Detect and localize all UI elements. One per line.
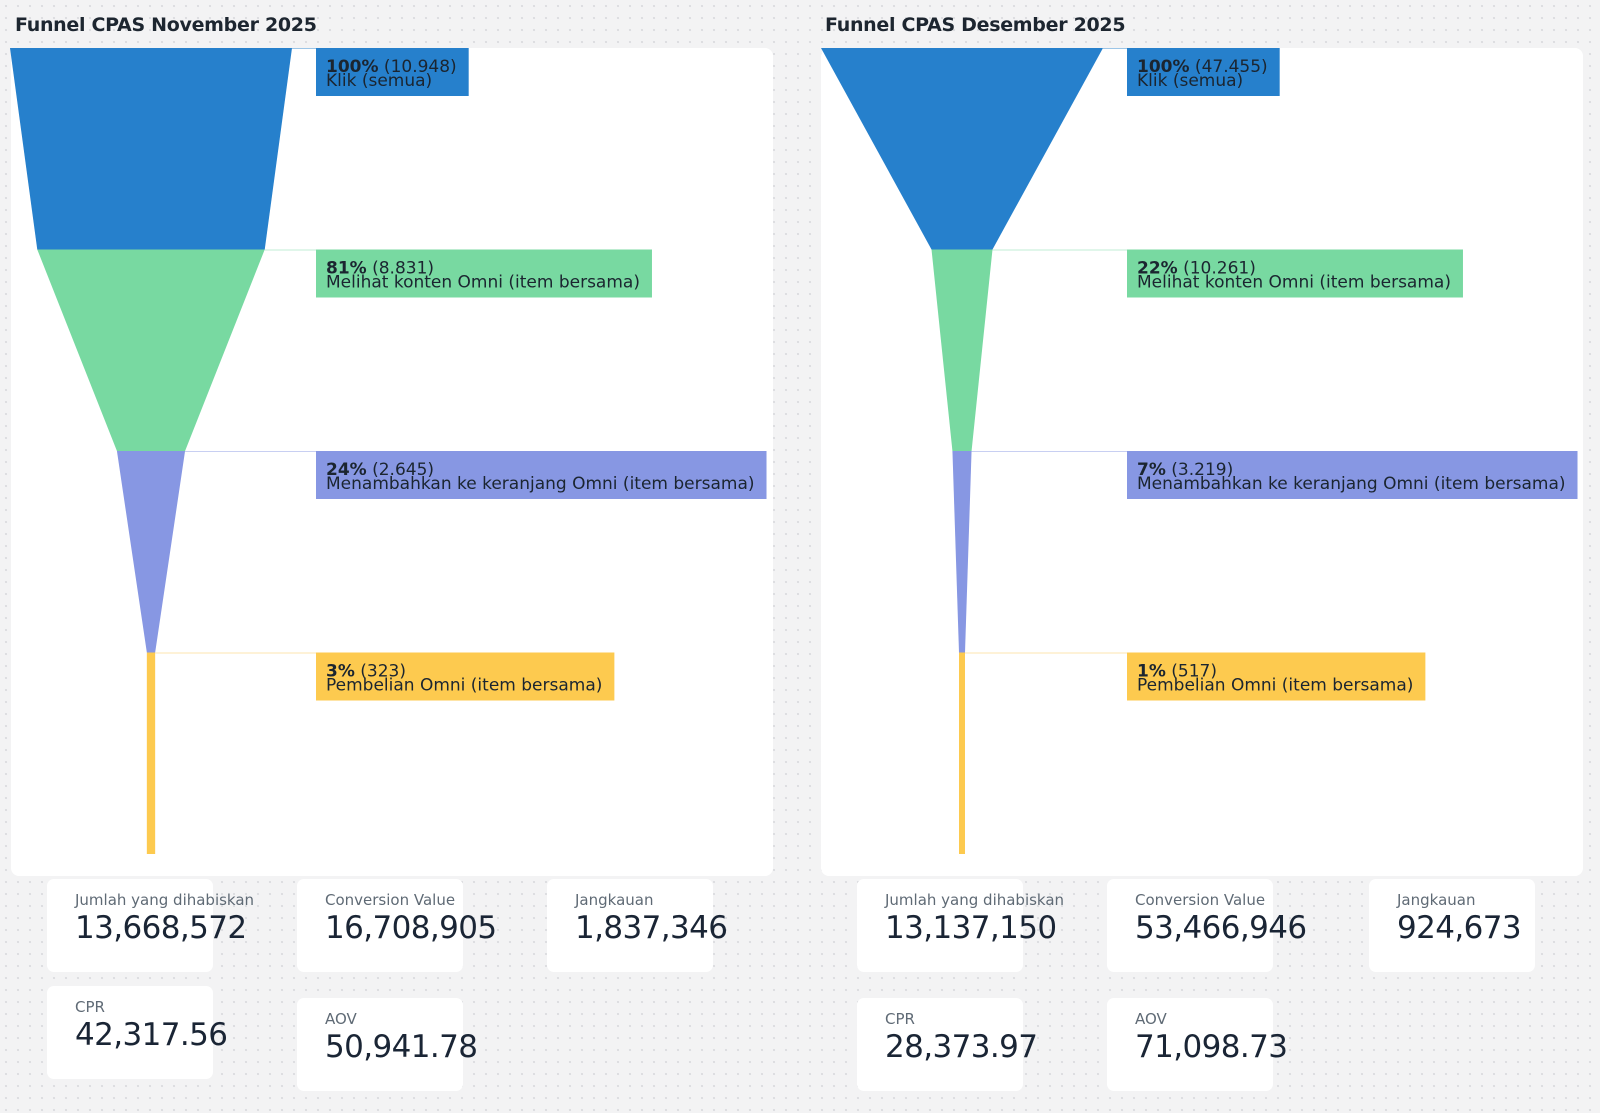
funnel-stage-4[interactable] xyxy=(146,652,156,855)
stat-value: 42,317.56 xyxy=(75,1017,228,1053)
stat-label: Jumlah yang dihabiskan xyxy=(75,891,255,909)
stage-label-2: 81% (8.831) Melihat konten Omni (item ber… xyxy=(326,259,640,293)
stage-label-box xyxy=(1127,451,1578,499)
stat-label: Conversion Value xyxy=(325,891,456,909)
stage-label-box xyxy=(1127,249,1463,298)
stat-value: 13,137,150 xyxy=(885,910,1057,946)
stage-count: (517) xyxy=(1166,662,1217,682)
funnel-stage-1[interactable] xyxy=(10,48,292,250)
stage-percent: 24% xyxy=(326,460,367,480)
funnel-stage-3[interactable] xyxy=(116,451,186,653)
stage-name: Melihat konten Omni (item bersama) xyxy=(326,273,640,293)
stat-label: Jangkauan xyxy=(1397,891,1476,909)
stat-value: 1,837,346 xyxy=(575,910,728,946)
stage-percent: 100% xyxy=(1137,57,1190,77)
stage-percent: 100% xyxy=(326,57,379,77)
stage-name: Pembelian Omni (item bersama) xyxy=(326,676,602,696)
stat-label: AOV xyxy=(1135,1010,1167,1028)
stat-label: CPR xyxy=(885,1010,915,1028)
stat-label: Jumlah yang dihabiskan xyxy=(885,891,1065,909)
stat-value: 13,668,572 xyxy=(75,910,247,946)
stage-label-box xyxy=(316,451,767,499)
stat-card-reach-december: Jangkauan 924,673 xyxy=(1369,879,1535,972)
stage-name: Menambahkan ke keranjang Omni (item bers… xyxy=(1137,474,1566,494)
stat-label: Conversion Value xyxy=(1135,891,1266,909)
stat-card-conversion-value-november: Conversion Value 16,708,905 xyxy=(297,879,497,972)
stage-count: (323) xyxy=(355,662,406,682)
funnel-1: 100% (47.455) Klik (semua) 22% (10.261) Mel… xyxy=(821,48,1578,854)
stage-label-4: 1% (517) Pembelian Omni (item bersama) xyxy=(1137,662,1413,696)
stat-value: 53,466,946 xyxy=(1135,910,1307,946)
stat-value: 924,673 xyxy=(1397,910,1522,946)
stage-label-2: 22% (10.261) Melihat konten Omni (item be… xyxy=(1137,259,1451,293)
stat-value: 71,098.73 xyxy=(1135,1029,1288,1065)
stat-card-reach-november: Jangkauan 1,837,346 xyxy=(547,879,728,972)
funnel-stage-1[interactable] xyxy=(821,48,1103,250)
stat-card-aov-november: AOV 50,941.78 xyxy=(297,998,478,1091)
stage-percent: 7% xyxy=(1137,460,1166,480)
stat-card-cpr-december: CPR 28,373.97 xyxy=(857,998,1038,1091)
stat-label: Jangkauan xyxy=(575,891,654,909)
stage-label-1: 100% (10.948) Klik (semua) xyxy=(326,57,457,91)
stage-count: (10.948) xyxy=(379,57,457,77)
stat-card-cpr-november: CPR 42,317.56 xyxy=(47,986,228,1079)
stage-count: (10.261) xyxy=(1178,259,1256,279)
stage-percent: 22% xyxy=(1137,259,1178,279)
stage-label-3: 7% (3.219) Menambahkan ke keranjang Omni … xyxy=(1137,460,1566,494)
stage-count: (47.455) xyxy=(1190,57,1268,77)
stat-card-spend-december: Jumlah yang dihabiskan 13,137,150 xyxy=(857,879,1064,972)
stage-percent: 1% xyxy=(1137,662,1166,682)
stage-label-box xyxy=(316,652,615,701)
stat-card-conversion-value-december: Conversion Value 53,466,946 xyxy=(1107,879,1307,972)
stage-name: Klik (semua) xyxy=(326,71,432,91)
stat-card-spend-november: Jumlah yang dihabiskan 13,668,572 xyxy=(47,879,254,972)
stage-label-box xyxy=(1127,48,1280,96)
stage-name: Menambahkan ke keranjang Omni (item bers… xyxy=(326,474,755,494)
stage-percent: 3% xyxy=(326,662,355,682)
stat-value: 50,941.78 xyxy=(325,1029,478,1065)
stage-label-3: 24% (2.645) Menambahkan ke keranjang Omni… xyxy=(326,460,755,494)
stage-count: (2.645) xyxy=(367,460,434,480)
stage-label-4: 3% (323) Pembelian Omni (item bersama) xyxy=(326,662,602,696)
stage-count: (8.831) xyxy=(367,259,434,279)
stat-card-aov-december: AOV 71,098.73 xyxy=(1107,998,1288,1091)
stage-name: Klik (semua) xyxy=(1137,71,1243,91)
funnel-title-november: Funnel CPAS November 2025 xyxy=(15,14,317,36)
funnel-0: 100% (10.948) Klik (semua) 81% (8.831) Meli… xyxy=(10,48,767,854)
stat-label: AOV xyxy=(325,1010,357,1028)
funnel-stage-2[interactable] xyxy=(37,249,265,452)
stat-value: 28,373.97 xyxy=(885,1029,1038,1065)
stage-label-box xyxy=(316,48,469,96)
stage-percent: 81% xyxy=(326,259,367,279)
funnel-stage-3[interactable] xyxy=(952,451,972,653)
funnel-stage-4[interactable] xyxy=(959,652,965,855)
stat-label: CPR xyxy=(75,998,105,1016)
stage-label-box xyxy=(1127,652,1426,701)
stage-label-1: 100% (47.455) Klik (semua) xyxy=(1137,57,1268,91)
stage-name: Melihat konten Omni (item bersama) xyxy=(1137,273,1451,293)
stat-value: 16,708,905 xyxy=(325,910,497,946)
funnel-title-december: Funnel CPAS Desember 2025 xyxy=(825,14,1126,36)
funnel-stage-2[interactable] xyxy=(931,249,993,452)
stage-count: (3.219) xyxy=(1166,460,1233,480)
stage-name: Pembelian Omni (item bersama) xyxy=(1137,676,1413,696)
stage-label-box xyxy=(316,249,652,298)
